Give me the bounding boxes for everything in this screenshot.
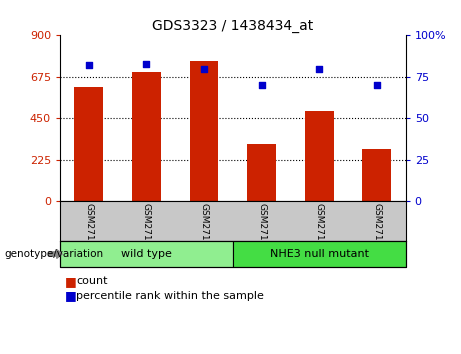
Text: ■: ■ [65,289,76,302]
Text: GSM271152: GSM271152 [372,204,381,258]
Title: GDS3323 / 1438434_at: GDS3323 / 1438434_at [152,19,313,33]
Text: genotype/variation: genotype/variation [5,249,104,259]
Text: NHE3 null mutant: NHE3 null mutant [270,249,369,259]
Text: GSM271151: GSM271151 [315,204,324,258]
Text: count: count [76,276,107,286]
Bar [189,61,219,201]
Text: GSM271147: GSM271147 [84,204,93,258]
Text: ■: ■ [65,275,76,288]
Bar [305,111,334,201]
Point [85,62,92,68]
Point [373,82,381,88]
Bar [247,144,276,201]
Text: GSM271149: GSM271149 [200,204,208,258]
Text: GSM271150: GSM271150 [257,204,266,258]
Text: percentile rank within the sample: percentile rank within the sample [76,291,264,301]
Point [200,66,207,72]
Text: GSM271148: GSM271148 [142,204,151,258]
Bar [362,149,391,201]
Bar [74,87,103,201]
Text: wild type: wild type [121,249,172,259]
Bar [132,72,161,201]
Point [142,61,150,67]
Point [258,82,266,88]
Point [315,66,323,72]
